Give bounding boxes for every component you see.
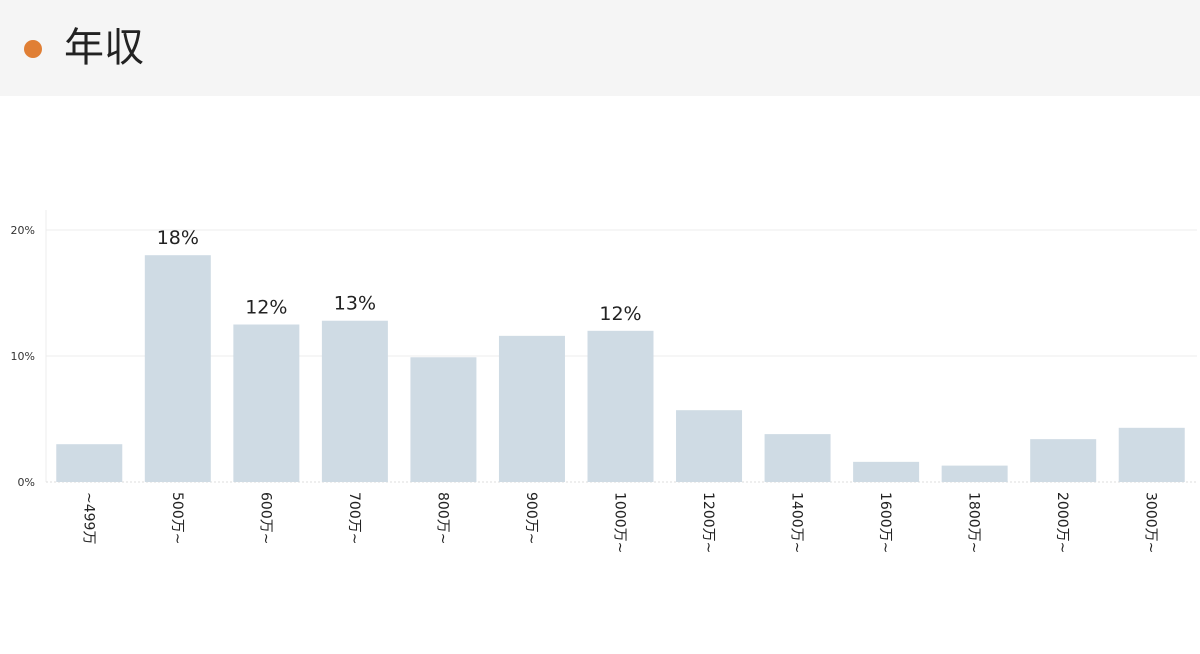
- bar: [1030, 439, 1097, 482]
- y-tick-label: 10%: [11, 350, 35, 363]
- y-tick-label: 0%: [18, 476, 35, 489]
- bar: [233, 324, 300, 482]
- x-tick-label: 700万~: [346, 492, 362, 544]
- bar: [941, 465, 1008, 482]
- x-tick-label: 3000万~: [1143, 492, 1159, 553]
- bar: [676, 410, 743, 482]
- x-tick-label: 500万~: [169, 492, 185, 544]
- bar: [1118, 427, 1185, 482]
- x-tick-label: ~499万: [80, 492, 96, 544]
- section-title: 年収: [64, 25, 144, 71]
- x-tick-label: 1800万~: [966, 492, 982, 553]
- x-tick-label: 1200万~: [700, 492, 716, 553]
- bar: [321, 320, 388, 482]
- data-label: 12%: [245, 297, 287, 319]
- x-tick-label: 1600万~: [877, 492, 893, 553]
- x-tick-label: 1400万~: [789, 492, 805, 553]
- data-label: 13%: [334, 293, 376, 315]
- x-tick-label: 800万~: [434, 492, 450, 544]
- x-tick-label: 2000万~: [1054, 492, 1070, 553]
- bar: [144, 255, 211, 482]
- x-tick-label: 1000万~: [612, 492, 628, 553]
- x-tick-label: 900万~: [523, 492, 539, 544]
- data-label: 18%: [157, 227, 199, 249]
- bar: [56, 444, 123, 482]
- bar: [764, 434, 831, 482]
- bar: [498, 335, 565, 482]
- bar: [587, 330, 654, 482]
- bar: [853, 461, 920, 482]
- bar: [410, 357, 477, 482]
- x-tick-label: 600万~: [257, 492, 273, 544]
- section-header: 年収: [0, 0, 1200, 96]
- data-label: 12%: [599, 303, 641, 325]
- y-tick-label: 20%: [11, 224, 35, 237]
- bullet-dot-icon: [24, 40, 42, 58]
